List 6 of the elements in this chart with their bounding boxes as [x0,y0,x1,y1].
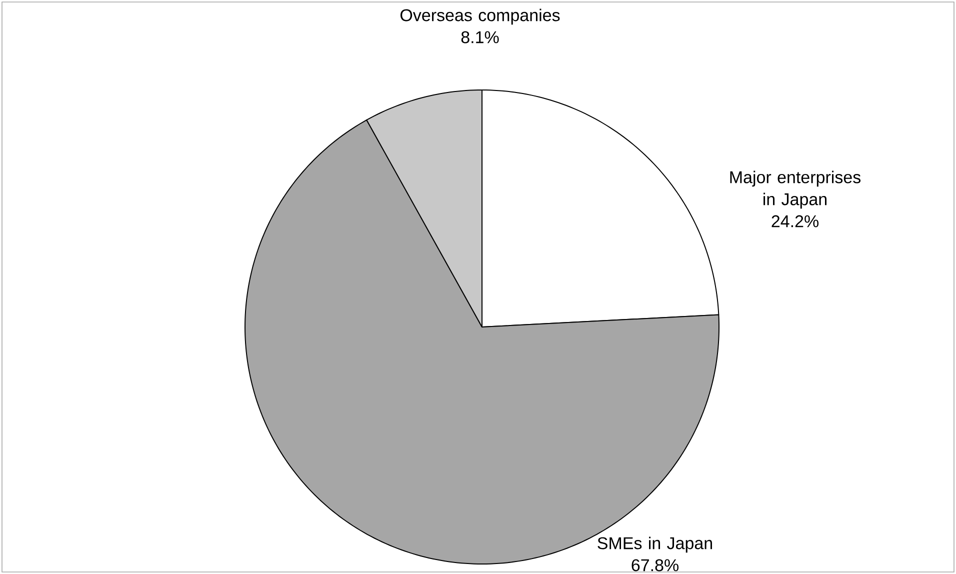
data-label: 8.1% [461,31,499,44]
slice-label: Overseas companies [400,8,560,25]
data-label: 24.2% [772,215,818,228]
slice-label: Major enterprises in Japan [730,170,861,209]
slice-label: SMEs in Japan [598,536,712,553]
data-label: 67.8% [632,559,678,572]
